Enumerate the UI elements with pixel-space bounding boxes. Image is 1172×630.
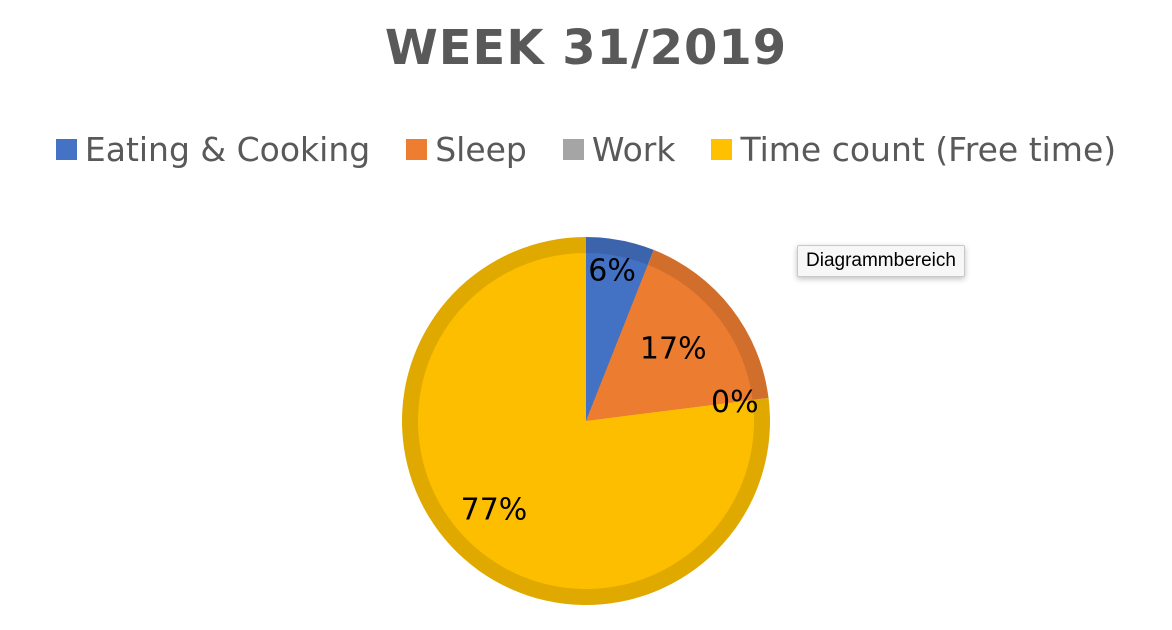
pie-slice-face-eating-cooking	[586, 253, 648, 421]
data-label-sleep: 17%	[640, 332, 707, 367]
legend: Eating & Cooking Sleep Work Time count (…	[0, 130, 1172, 169]
pie-slice-sleep[interactable]	[586, 249, 769, 421]
pie-slice-face-sleep	[586, 264, 753, 421]
legend-label-work: Work	[591, 130, 676, 169]
data-label-free-time: 77%	[461, 493, 528, 528]
legend-swatch-free-time	[711, 139, 733, 160]
legend-item-free-time: Time count (Free time)	[711, 130, 1116, 169]
legend-item-eating-cooking: Eating & Cooking	[55, 130, 371, 169]
legend-swatch-work	[562, 139, 584, 160]
pie-slice-free-time[interactable]	[402, 237, 771, 605]
legend-label-sleep: Sleep	[435, 130, 527, 169]
legend-item-work: Work	[562, 130, 676, 169]
chart-title: WEEK 31/2019	[384, 20, 788, 76]
pie-slice-eating-cooking[interactable]	[586, 237, 654, 421]
chart-area-tooltip: Diagrammbereich	[797, 245, 965, 277]
legend-label-free-time: Time count (Free time)	[740, 130, 1117, 169]
legend-swatch-sleep	[406, 139, 428, 160]
data-label-work: 0%	[711, 385, 759, 420]
legend-swatch-eating-cooking	[55, 139, 77, 160]
legend-item-sleep: Sleep	[406, 130, 527, 169]
data-label-eating-cooking: 6%	[588, 254, 636, 289]
pie-slice-face-free-time	[418, 253, 754, 589]
legend-label-eating-cooking: Eating & Cooking	[84, 130, 371, 169]
